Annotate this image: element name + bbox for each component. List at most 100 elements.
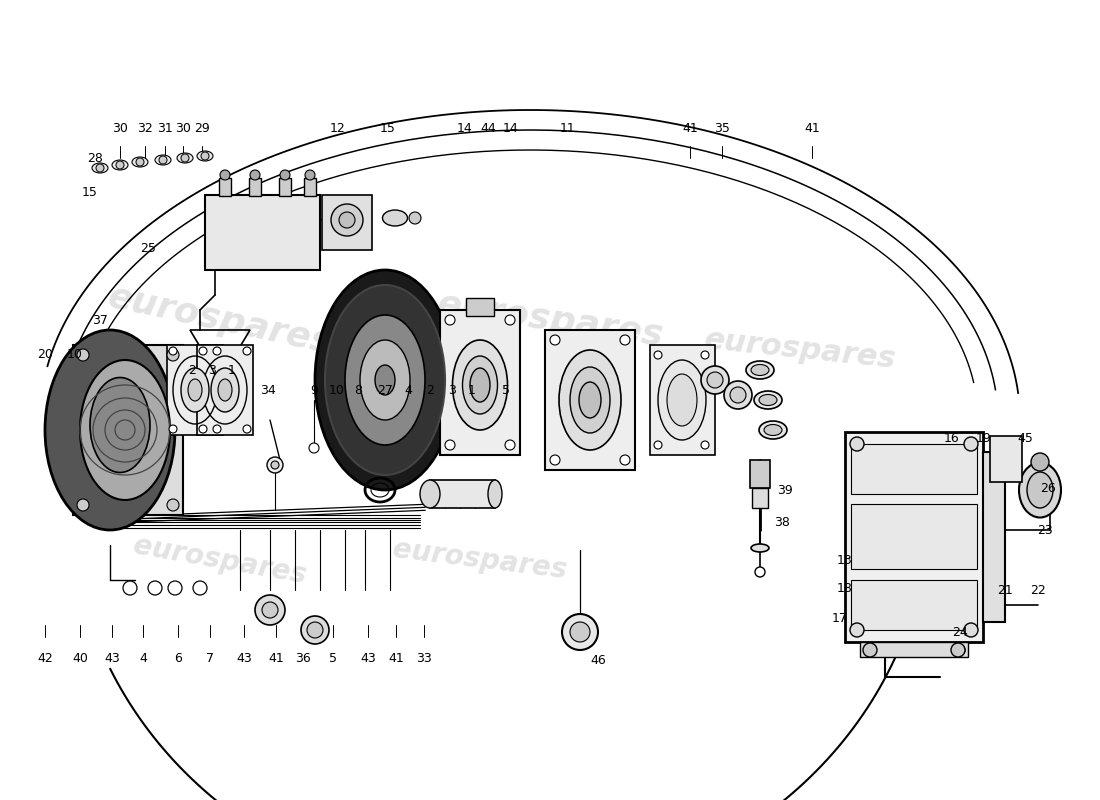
Text: 20: 20 bbox=[37, 349, 53, 362]
Text: 10: 10 bbox=[329, 383, 345, 397]
Circle shape bbox=[309, 443, 319, 453]
Circle shape bbox=[182, 154, 189, 162]
Circle shape bbox=[116, 161, 124, 169]
Ellipse shape bbox=[383, 210, 407, 226]
Ellipse shape bbox=[112, 160, 128, 170]
Text: 5: 5 bbox=[329, 651, 337, 665]
Ellipse shape bbox=[667, 374, 697, 426]
Circle shape bbox=[864, 643, 877, 657]
Text: 39: 39 bbox=[777, 483, 793, 497]
Circle shape bbox=[701, 441, 710, 449]
Ellipse shape bbox=[409, 212, 421, 224]
Circle shape bbox=[199, 347, 207, 355]
Circle shape bbox=[620, 335, 630, 345]
Ellipse shape bbox=[462, 356, 497, 414]
Ellipse shape bbox=[182, 368, 209, 412]
Ellipse shape bbox=[1027, 472, 1053, 508]
Ellipse shape bbox=[420, 480, 440, 508]
Circle shape bbox=[167, 349, 179, 361]
Text: 35: 35 bbox=[714, 122, 730, 134]
Text: 2: 2 bbox=[188, 363, 196, 377]
Circle shape bbox=[262, 602, 278, 618]
Circle shape bbox=[570, 622, 590, 642]
Text: 19: 19 bbox=[976, 431, 992, 445]
Ellipse shape bbox=[759, 421, 786, 439]
Circle shape bbox=[505, 440, 515, 450]
Circle shape bbox=[654, 441, 662, 449]
Circle shape bbox=[707, 372, 723, 388]
Bar bbox=[73, 345, 183, 515]
Ellipse shape bbox=[751, 365, 769, 375]
Circle shape bbox=[850, 437, 864, 451]
Text: eurospares: eurospares bbox=[434, 287, 666, 353]
Circle shape bbox=[562, 614, 598, 650]
Circle shape bbox=[96, 164, 104, 172]
Circle shape bbox=[243, 347, 251, 355]
Text: 14: 14 bbox=[458, 122, 473, 134]
Circle shape bbox=[192, 581, 207, 595]
Ellipse shape bbox=[155, 155, 170, 165]
Bar bbox=[650, 345, 715, 455]
Text: eurospares: eurospares bbox=[703, 326, 898, 374]
Circle shape bbox=[307, 622, 323, 638]
Circle shape bbox=[446, 315, 455, 325]
Ellipse shape bbox=[197, 151, 213, 161]
Text: 10: 10 bbox=[67, 349, 82, 362]
Text: 23: 23 bbox=[1037, 523, 1053, 537]
Circle shape bbox=[955, 645, 965, 655]
Circle shape bbox=[77, 499, 89, 511]
Text: 14: 14 bbox=[503, 122, 519, 134]
Bar bbox=[249, 178, 261, 196]
Bar bbox=[167, 345, 223, 435]
Ellipse shape bbox=[658, 360, 706, 440]
Circle shape bbox=[213, 425, 221, 433]
Circle shape bbox=[701, 351, 710, 359]
Text: 31: 31 bbox=[157, 122, 173, 134]
Text: eurospares: eurospares bbox=[131, 531, 309, 589]
Bar bbox=[430, 480, 495, 508]
Text: 15: 15 bbox=[82, 186, 98, 198]
Text: 37: 37 bbox=[92, 314, 108, 326]
Bar bbox=[750, 460, 770, 488]
Ellipse shape bbox=[80, 360, 170, 500]
Text: 29: 29 bbox=[194, 122, 210, 134]
Bar bbox=[860, 642, 968, 657]
Text: 3: 3 bbox=[208, 363, 216, 377]
Bar bbox=[851, 444, 977, 494]
Circle shape bbox=[446, 440, 455, 450]
Circle shape bbox=[169, 347, 177, 355]
Text: 24: 24 bbox=[953, 626, 968, 638]
Ellipse shape bbox=[177, 153, 192, 163]
Bar bbox=[304, 178, 316, 196]
Text: 3: 3 bbox=[448, 383, 455, 397]
Text: 42: 42 bbox=[37, 651, 53, 665]
Ellipse shape bbox=[92, 163, 108, 173]
Text: 43: 43 bbox=[360, 651, 376, 665]
Bar bbox=[219, 178, 231, 196]
Circle shape bbox=[964, 437, 978, 451]
Text: 43: 43 bbox=[236, 651, 252, 665]
Circle shape bbox=[77, 349, 89, 361]
Circle shape bbox=[654, 351, 662, 359]
Circle shape bbox=[339, 212, 355, 228]
Ellipse shape bbox=[579, 382, 601, 418]
Text: 2: 2 bbox=[426, 383, 433, 397]
Circle shape bbox=[267, 457, 283, 473]
Ellipse shape bbox=[218, 379, 232, 401]
Circle shape bbox=[331, 204, 363, 236]
Ellipse shape bbox=[470, 368, 490, 402]
Circle shape bbox=[305, 170, 315, 180]
Ellipse shape bbox=[764, 425, 782, 435]
Ellipse shape bbox=[375, 365, 395, 395]
Circle shape bbox=[271, 461, 279, 469]
Bar bbox=[544, 330, 635, 470]
Text: 15: 15 bbox=[381, 122, 396, 134]
Text: 30: 30 bbox=[175, 122, 191, 134]
Circle shape bbox=[850, 623, 864, 637]
Text: 28: 28 bbox=[87, 151, 103, 165]
Text: 11: 11 bbox=[560, 122, 576, 134]
Text: 4: 4 bbox=[139, 651, 147, 665]
Text: 30: 30 bbox=[112, 122, 128, 134]
Text: 34: 34 bbox=[260, 383, 276, 397]
Bar bbox=[851, 580, 977, 630]
